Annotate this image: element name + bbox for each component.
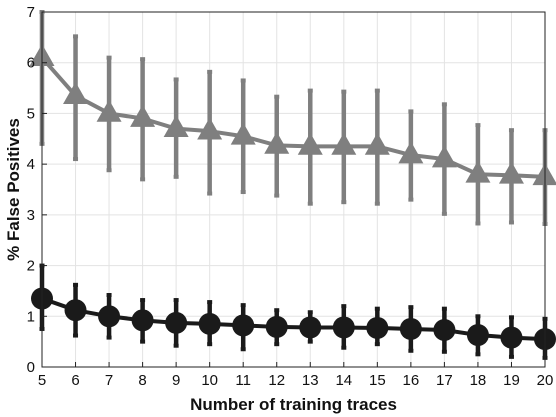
data-point: [331, 132, 357, 155]
data-point: [466, 324, 489, 347]
x-tick-label: 12: [268, 372, 285, 389]
data-point: [232, 314, 255, 337]
x-tick-label: 10: [201, 372, 218, 389]
x-tick-label: 17: [436, 372, 453, 389]
x-tick-label: 15: [369, 372, 386, 389]
data-point: [163, 115, 189, 138]
x-tick-label: 14: [335, 372, 352, 389]
y-tick-label: 1: [27, 308, 35, 325]
data-point: [297, 132, 323, 155]
x-tick-label: 20: [537, 372, 554, 389]
y-tick-label: 2: [27, 258, 35, 275]
series-1: [29, 10, 556, 226]
data-point: [431, 145, 457, 168]
data-point: [532, 163, 556, 186]
data-point: [498, 161, 524, 184]
axes: [41, 11, 546, 368]
y-tick-label: 6: [27, 55, 35, 72]
data-point: [265, 315, 288, 338]
y-axis-title: % False Positives: [4, 118, 23, 261]
data-point: [264, 131, 290, 154]
series-line: [41, 296, 546, 342]
data-point: [63, 82, 89, 105]
data-point: [64, 299, 87, 322]
data-point: [98, 305, 121, 328]
data-point: [399, 317, 422, 340]
data-point: [433, 318, 456, 341]
y-tick-label: 5: [27, 105, 35, 122]
series-2: [31, 263, 556, 360]
data-point: [198, 312, 221, 335]
x-tick-label: 6: [71, 372, 79, 389]
data-point: [332, 316, 355, 339]
data-point: [165, 311, 188, 334]
x-tick-label: 18: [470, 372, 487, 389]
x-tick-label: 11: [235, 372, 251, 389]
data-point: [96, 99, 122, 122]
y-tick-label: 3: [27, 207, 35, 224]
y-tick-label: 4: [27, 156, 35, 173]
data-point: [364, 132, 390, 155]
data-point: [197, 117, 223, 140]
x-tick-label: 7: [105, 372, 113, 389]
x-tick-label: 19: [503, 372, 520, 389]
x-tick-label: 13: [302, 372, 319, 389]
plot-frame: [41, 11, 546, 368]
data-point: [230, 122, 256, 145]
data-point: [398, 141, 424, 164]
y-tick-label: 0: [27, 359, 35, 376]
y-tick-label: 7: [27, 4, 35, 21]
x-tick-label: 9: [172, 372, 180, 389]
x-tick-label: 5: [38, 372, 46, 389]
data-point: [465, 160, 491, 183]
data-point: [366, 316, 389, 339]
data-point: [500, 326, 523, 349]
data-point: [131, 309, 154, 332]
data-series: [29, 10, 556, 360]
x-tick-label: 16: [403, 372, 420, 389]
data-point: [130, 104, 156, 127]
x-tick-label: 8: [138, 372, 146, 389]
series-line: [40, 56, 546, 179]
data-point: [299, 316, 322, 339]
x-axis-title: Number of training traces: [190, 395, 397, 414]
